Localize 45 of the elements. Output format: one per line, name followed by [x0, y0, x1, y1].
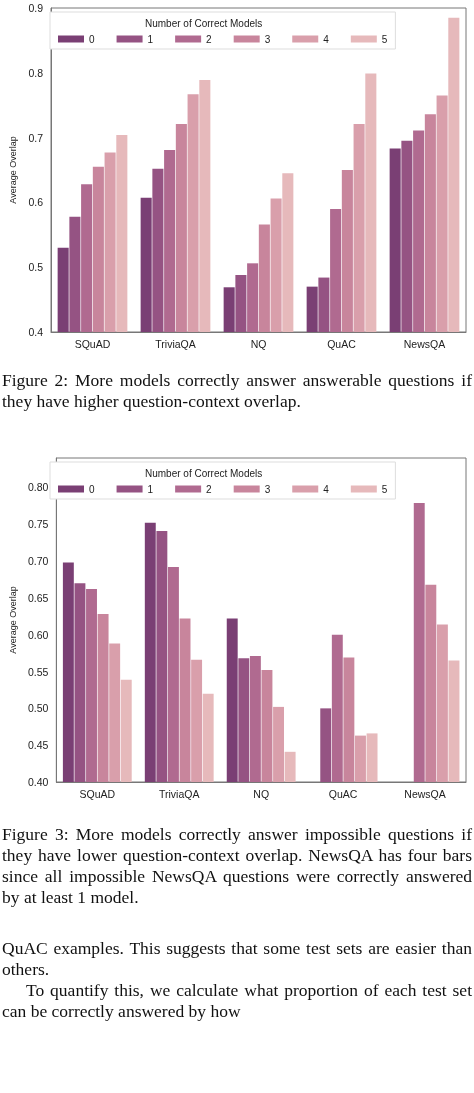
y-tick-label: 0.9 [28, 2, 44, 14]
y-tick-label: 0.8 [28, 66, 44, 79]
y-tick-label: 0.6 [28, 196, 44, 209]
legend-label: 0 [89, 33, 95, 45]
caption: Figure 3: More models correctly answer impossible questions if they have lower question-context overlap. NewsQA has four bars since all impossible NewsQA questions were correctly answered by at least 1 model. [1, 824, 473, 908]
legend-label: 1 [147, 33, 154, 45]
y-tick-label: 0.45 [27, 739, 49, 752]
legend-label: 4 [323, 33, 330, 45]
legend-label: 2 [206, 33, 213, 45]
y-axis-title: Average Overlap [7, 586, 18, 654]
text: QuAC examples. This suggests that some test sets are easier than others. [1, 938, 473, 980]
x-tick-label: QuAC [327, 337, 357, 350]
x-tick-label: SQuAD [79, 787, 116, 800]
x-tick-label: SQuAD [74, 337, 111, 350]
legend-label: 5 [381, 483, 388, 495]
y-tick-label: 0.7 [28, 131, 44, 144]
y-tick-label: 0.50 [27, 702, 49, 715]
legend-label: 4 [323, 483, 330, 495]
legend-title: Number of Correct Models [145, 17, 263, 29]
x-tick-label: NQ [250, 337, 267, 350]
x-tick-label: NQ [253, 787, 270, 800]
legend-label: 5 [381, 33, 388, 45]
x-tick-label: NewsQA [403, 337, 446, 350]
caption: Figure 2: More models correctly answer answerable questions if they have higher question-context overlap. [1, 370, 473, 412]
legend-label: 3 [264, 33, 271, 45]
y-tick-label: 0.70 [27, 555, 49, 568]
y-tick-label: 0.5 [28, 261, 44, 274]
legend-label: 2 [206, 483, 213, 495]
legend-title: Number of Correct Models [145, 467, 263, 479]
legend-label: 3 [264, 483, 271, 495]
y-tick-label: 0.40 [27, 776, 49, 788]
y-tick-label: 0.75 [27, 518, 49, 531]
legend-label: 1 [147, 483, 154, 495]
x-tick-label: QuAC [328, 787, 358, 800]
y-tick-label: 0.4 [28, 326, 44, 338]
y-tick-label: 0.60 [27, 628, 49, 641]
legend-label: 0 [89, 483, 95, 495]
x-tick-label: TriviaQA [155, 337, 196, 350]
y-axis-title: Average Overlap [7, 136, 18, 204]
text: To quantify this, we calculate what proportion of each test set can be correctly answered by how [1, 980, 473, 1022]
y-tick-label: 0.65 [27, 591, 49, 604]
y-tick-label: 0.55 [27, 665, 49, 678]
x-tick-label: NewsQA [404, 787, 446, 800]
x-tick-label: TriviaQA [159, 787, 200, 800]
y-tick-label: 0.80 [27, 481, 49, 494]
